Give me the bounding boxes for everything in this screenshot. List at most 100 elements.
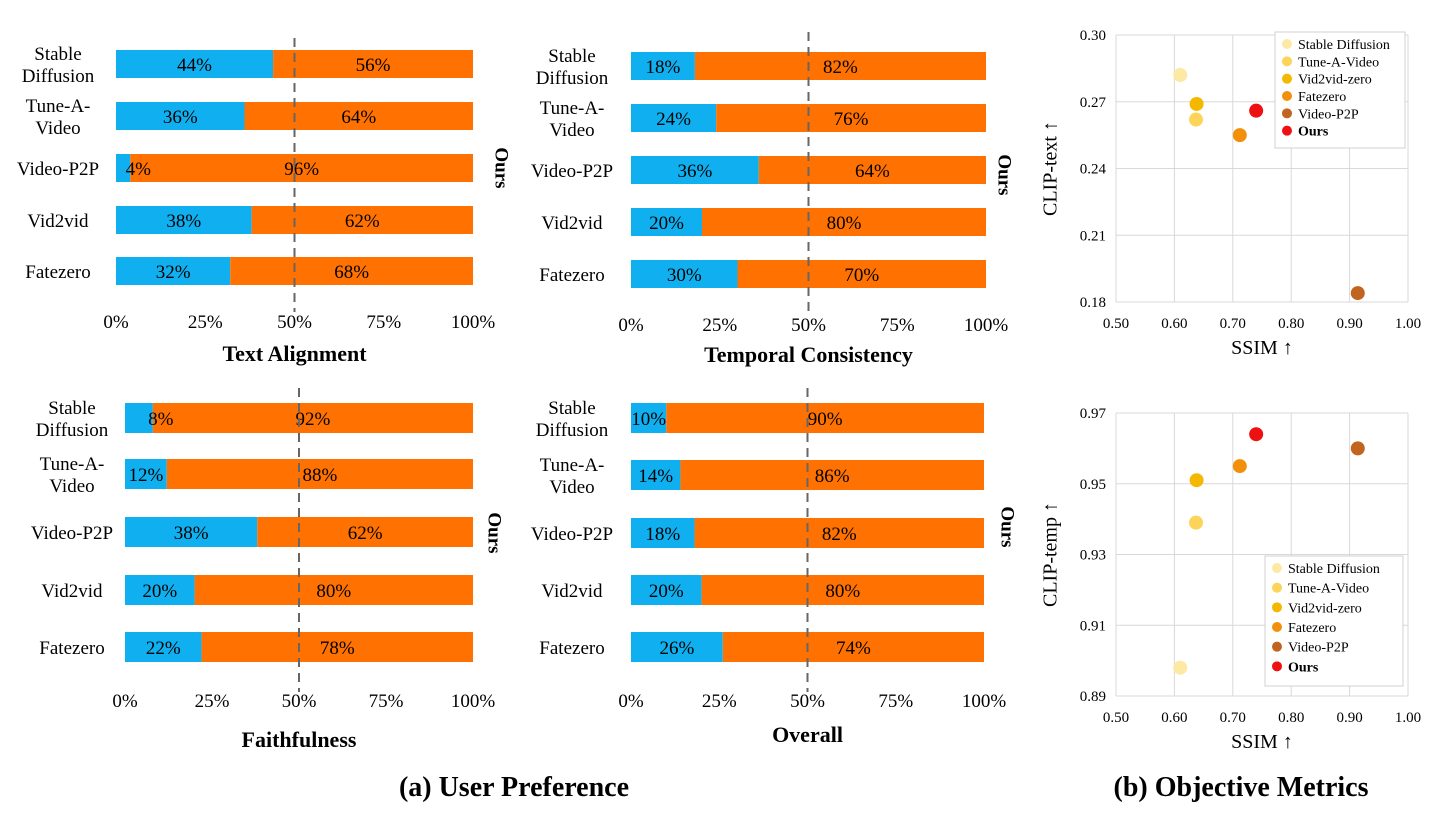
legend-label: Stable Diffusion (1288, 562, 1380, 577)
x-tick-label: 25% (702, 691, 737, 712)
bar-chart-1: Stable Diffusion 44% 56% Tune-A-Video 36% 64% V… (17, 38, 512, 366)
scatter-chart-1: 0.50 0.60 0.70 0.80 0.90 1.00 0.30 0.27 0.24 0.21… (1040, 28, 1422, 359)
bar-ours (230, 257, 473, 285)
category-label-line: Video-P2P (531, 524, 613, 545)
x-tick-label: 0% (618, 315, 644, 336)
legend-marker (1272, 582, 1282, 593)
bar-baseline (631, 104, 717, 132)
bar-ours (152, 403, 473, 433)
legend-box (1264, 555, 1404, 687)
category-label: Vid2vid (541, 581, 603, 602)
category-label-line: Fatezero (25, 262, 90, 283)
data-label: 18% (646, 57, 681, 78)
category-label: Video-P2P (531, 161, 613, 182)
category-label-line: Vid2vid (41, 581, 103, 602)
category-label: Video-P2P (531, 524, 613, 545)
bar-baseline (116, 102, 245, 130)
legend: Stable Diffusion Tune-A-Video Vid2vid-zero… (1274, 31, 1406, 149)
data-label: 90% (808, 409, 843, 430)
bar-ours (701, 575, 984, 605)
legend-marker (1272, 641, 1282, 652)
bar-ours (716, 104, 986, 132)
bar-ours (666, 403, 984, 433)
x-tick-label: 75% (369, 691, 404, 712)
data-label: 78% (320, 638, 355, 659)
category-label-line: Vid2vid (541, 213, 603, 234)
category-label-line: Diffusion (22, 66, 95, 87)
y-axis-label: CLIP-temp ↑ (1040, 502, 1062, 607)
bar-chart-2: Stable Diffusion 18% 82% Tune-A-Video 24% 76% V… (531, 32, 1015, 367)
legend-marker (1282, 125, 1292, 136)
data-label: 88% (302, 465, 337, 486)
category-label-line: Diffusion (36, 420, 109, 441)
y-tick-label: 0.21 (1080, 228, 1106, 244)
data-label: 96% (284, 159, 319, 180)
bar-ours (166, 459, 473, 489)
data-label: 22% (146, 638, 181, 659)
x-tick-label: 75% (878, 691, 913, 712)
data-label: 36% (677, 161, 712, 182)
bar-ours (737, 260, 986, 288)
x-tick-label: 75% (366, 312, 401, 333)
legend-marker (1282, 108, 1292, 119)
x-tick-label: 0.50 (1103, 316, 1129, 332)
category-label-line: Tune-A- (540, 455, 605, 476)
ours-side-label: Ours (484, 512, 505, 553)
legend-label: Vid2vid-zero (1298, 73, 1372, 88)
data-label: 62% (348, 523, 383, 544)
data-label: 92% (296, 409, 331, 430)
category-label-line: Video (35, 118, 80, 139)
scatter-point (1173, 68, 1188, 83)
bar-ours (244, 102, 473, 130)
x-tick-label: 75% (880, 315, 915, 336)
data-label: 24% (656, 109, 691, 130)
x-tick-label: 0.90 (1336, 710, 1362, 726)
category-label: Video-P2P (17, 159, 99, 180)
category-label-line: Diffusion (536, 420, 609, 441)
legend-label: Ours (1298, 125, 1329, 140)
data-label: 30% (667, 265, 702, 286)
x-tick-label: 0.90 (1336, 316, 1362, 332)
ours-side-label: Ours (491, 147, 512, 188)
data-label: 64% (855, 161, 890, 182)
bar-baseline (116, 206, 252, 234)
scatter-point (1249, 103, 1264, 118)
category-label-line: Stable (548, 398, 596, 419)
legend-label: Video-P2P (1288, 641, 1349, 656)
bar-baseline (631, 156, 759, 184)
bar-baseline (631, 403, 667, 433)
category-label: Tune-A-Video (26, 96, 91, 139)
bar-ours (702, 208, 986, 236)
x-tick-label: 0.60 (1161, 316, 1187, 332)
data-label: 10% (631, 409, 666, 430)
legend-marker (1272, 661, 1282, 672)
data-label: 36% (163, 107, 198, 128)
data-label: 82% (823, 57, 858, 78)
y-tick-label: 0.18 (1080, 295, 1106, 311)
category-label: Stable Diffusion (536, 398, 609, 441)
bar-baseline (631, 575, 702, 605)
caption-objective-metrics: (b) Objective Metrics (1114, 772, 1369, 803)
data-label: 18% (645, 524, 680, 545)
data-label: 80% (316, 581, 351, 602)
legend-marker (1272, 622, 1282, 632)
category-label-line: Stable (48, 398, 96, 419)
data-label: 64% (341, 107, 376, 128)
legend-marker (1282, 73, 1292, 84)
category-label: Vid2vid (27, 211, 89, 232)
data-label: 82% (822, 524, 857, 545)
data-label: 68% (334, 262, 369, 283)
bar-baseline (116, 257, 231, 285)
legend-label: Ours (1288, 660, 1319, 675)
data-label: 20% (649, 213, 684, 234)
legend: Stable Diffusion Tune-A-Video Vid2vid-zero… (1264, 555, 1404, 687)
scatter-point (1189, 112, 1204, 127)
x-tick-label: 0.80 (1278, 710, 1304, 726)
y-tick-label: 0.97 (1080, 406, 1107, 422)
category-label: Tune-A-Video (540, 455, 605, 498)
x-tick-label: 0% (103, 312, 129, 333)
scatter-point (1173, 660, 1188, 675)
y-axis-label: CLIP-text ↑ (1040, 121, 1062, 216)
y-tick-label: 0.93 (1080, 548, 1106, 564)
